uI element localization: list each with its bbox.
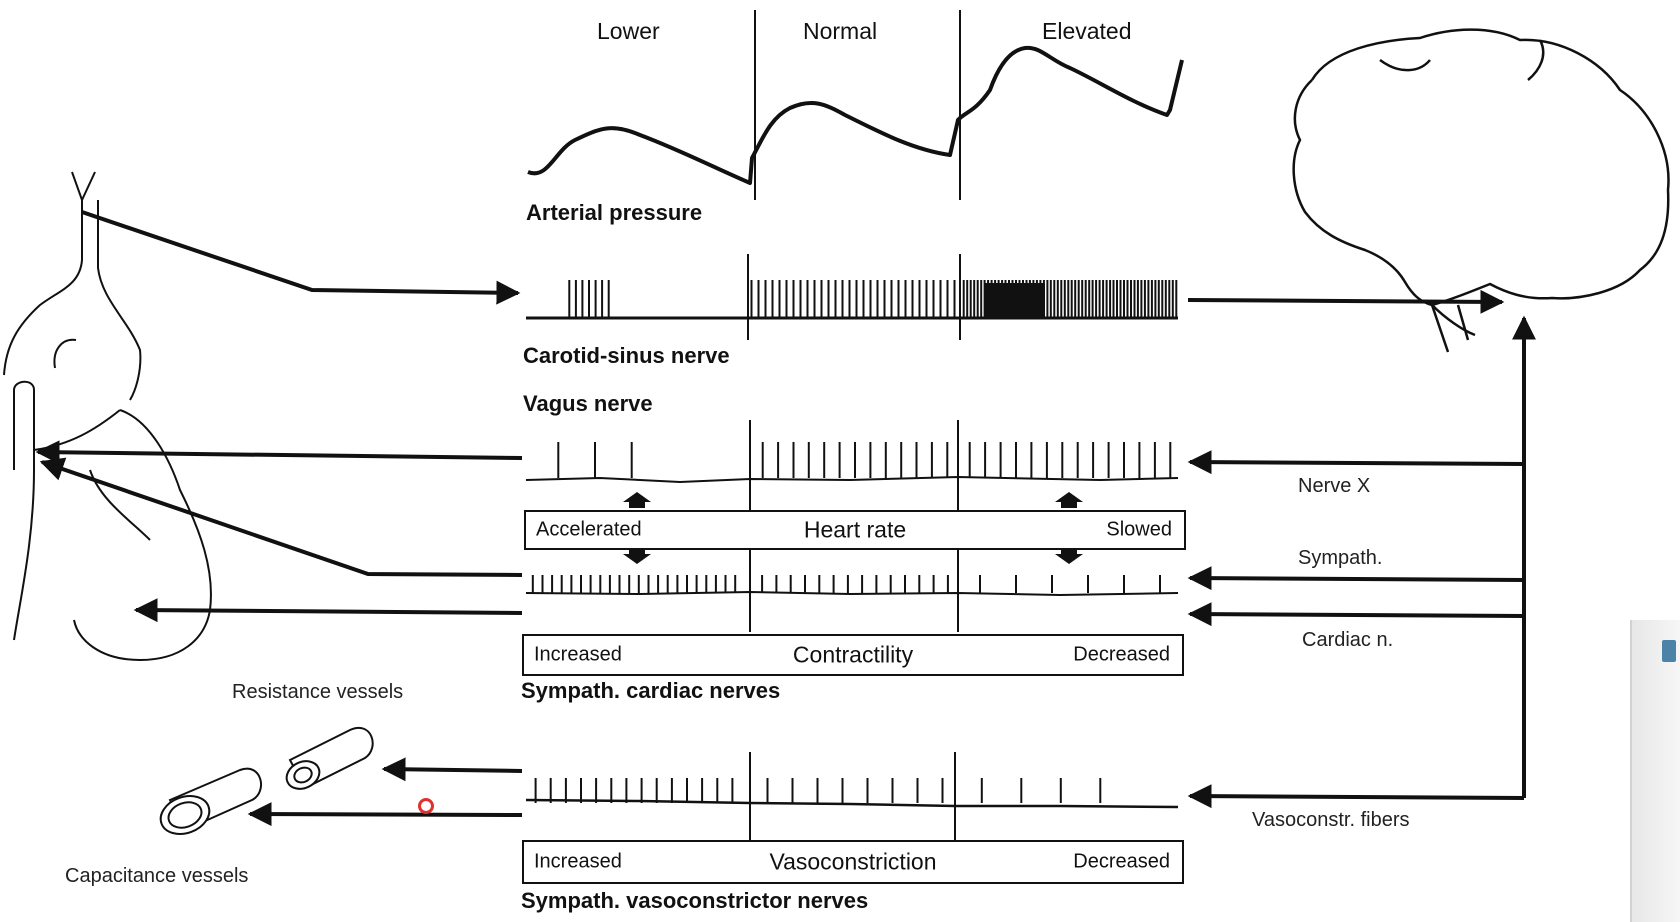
arrow-vasoconstr bbox=[1187, 784, 1525, 809]
vasoconstriction-center: Vasoconstriction bbox=[769, 848, 937, 875]
arterial-pressure-wave bbox=[527, 45, 1184, 185]
contractility-right: Decreased bbox=[1073, 643, 1170, 666]
label-cardiac-n: Cardiac n. bbox=[1302, 629, 1394, 651]
label-carotid-sinus-nerve: Carotid-sinus nerve bbox=[523, 343, 730, 368]
carotid-dense-burst bbox=[985, 283, 1045, 318]
arrow-to-capacitance-vessels bbox=[247, 802, 523, 827]
arrow-sympath-to-heart bbox=[39, 457, 523, 577]
column-dividers bbox=[747, 10, 961, 840]
label-vagus-nerve: Vagus nerve bbox=[523, 391, 653, 416]
capacitance-vessel-icon bbox=[159, 767, 262, 835]
label-sympath: Sympath. bbox=[1298, 547, 1383, 569]
heart-rate-center: Heart rate bbox=[803, 516, 907, 543]
label-resistance-vessels: Resistance vessels bbox=[232, 681, 404, 703]
label-arterial-pressure: Arterial pressure bbox=[526, 200, 703, 225]
arrow-cardiac-to-ventricle bbox=[133, 598, 523, 623]
column-label-lower: Lower bbox=[597, 18, 660, 44]
thumbnail-icon bbox=[1662, 640, 1676, 662]
label-capacitance-vessels: Capacitance vessels bbox=[65, 865, 249, 887]
double-arrow-up-right bbox=[1055, 492, 1083, 508]
column-label-elevated: Elevated bbox=[1042, 18, 1132, 44]
vasoconstriction-left: Increased bbox=[534, 850, 622, 873]
heart-icon bbox=[3, 171, 212, 662]
arrow-carotid-to-brain bbox=[1187, 289, 1505, 314]
heart-rate-box: Accelerated Heart rate Slowed bbox=[524, 510, 1186, 550]
column-label-normal: Normal bbox=[803, 18, 878, 44]
double-arrow-down-left bbox=[623, 548, 651, 564]
arrow-sympath bbox=[1187, 566, 1525, 591]
heart-rate-left: Accelerated bbox=[536, 518, 642, 541]
arrow-cardiac-n bbox=[1187, 602, 1525, 627]
label-sympath-cardiac-nerves: Sympath. cardiac nerves bbox=[521, 678, 781, 703]
brain-icon bbox=[1292, 28, 1670, 353]
contractility-center: Contractility bbox=[792, 641, 914, 668]
arrow-heart-to-carotid bbox=[81, 210, 521, 305]
heart-rate-right: Slowed bbox=[1106, 518, 1172, 541]
resistance-vessel-icon bbox=[285, 726, 374, 790]
vasoconstriction-box: Increased Vasoconstriction Decreased bbox=[522, 840, 1184, 884]
vagus-trace bbox=[525, 442, 1179, 484]
pointer-cursor bbox=[418, 798, 434, 814]
coupling-arrows bbox=[623, 492, 1083, 564]
sympath-cardiac-trace bbox=[525, 575, 1179, 597]
sympath-vasoconstrictor-trace bbox=[525, 778, 1179, 809]
arrow-to-resistance-vessels bbox=[381, 757, 523, 782]
arrow-vagus-to-heart bbox=[35, 440, 523, 465]
double-arrow-up-left bbox=[623, 492, 651, 508]
vasoconstriction-right: Decreased bbox=[1073, 850, 1170, 873]
video-thumbnail-overlay[interactable] bbox=[1630, 620, 1680, 922]
contractility-left: Increased bbox=[534, 643, 622, 666]
double-arrow-down-right bbox=[1055, 548, 1083, 564]
carotid-sinus-trace bbox=[526, 280, 1178, 320]
arrows bbox=[35, 210, 1536, 827]
label-vasoconstr-fibers: Vasoconstr. fibers bbox=[1252, 809, 1410, 831]
arrow-nerve-x bbox=[1187, 450, 1525, 475]
label-nerve-x: Nerve X bbox=[1298, 475, 1371, 497]
contractility-box: Increased Contractility Decreased bbox=[522, 634, 1184, 676]
label-sympath-vasoconstrictor-nerves: Sympath. vasoconstrictor nerves bbox=[521, 888, 869, 913]
